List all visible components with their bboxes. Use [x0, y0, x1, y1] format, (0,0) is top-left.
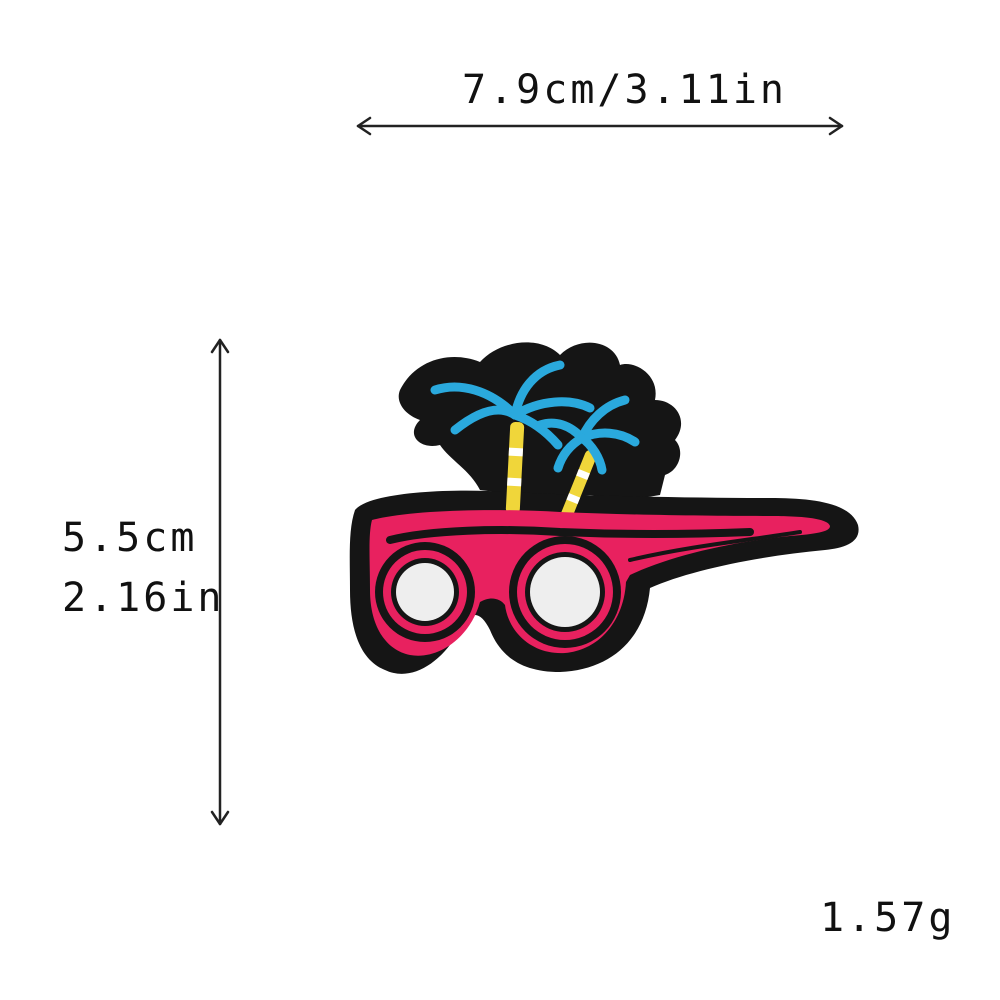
height-measurement-cm: 5.5cm: [62, 515, 198, 561]
height-arrow: [210, 338, 230, 826]
width-arrow: [356, 116, 844, 136]
height-measurement-in: 2.16in: [62, 575, 225, 621]
width-measurement: 7.9cm/3.11in: [462, 67, 787, 113]
left-lens: [396, 563, 454, 621]
sunglasses-palm-patch: [349, 342, 859, 674]
palm-trunks: [505, 421, 597, 524]
weight-measurement: 1.57g: [820, 895, 956, 941]
lenses: [396, 557, 600, 627]
palm-leaves: [430, 360, 640, 475]
right-lens: [530, 557, 600, 627]
